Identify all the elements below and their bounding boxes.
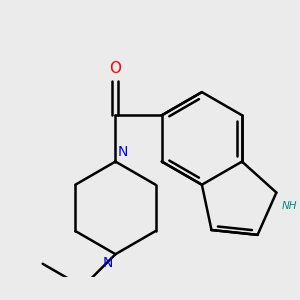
Text: NH: NH [282,200,297,211]
Text: N: N [118,145,128,159]
Text: O: O [110,61,122,76]
Text: N: N [103,256,113,271]
